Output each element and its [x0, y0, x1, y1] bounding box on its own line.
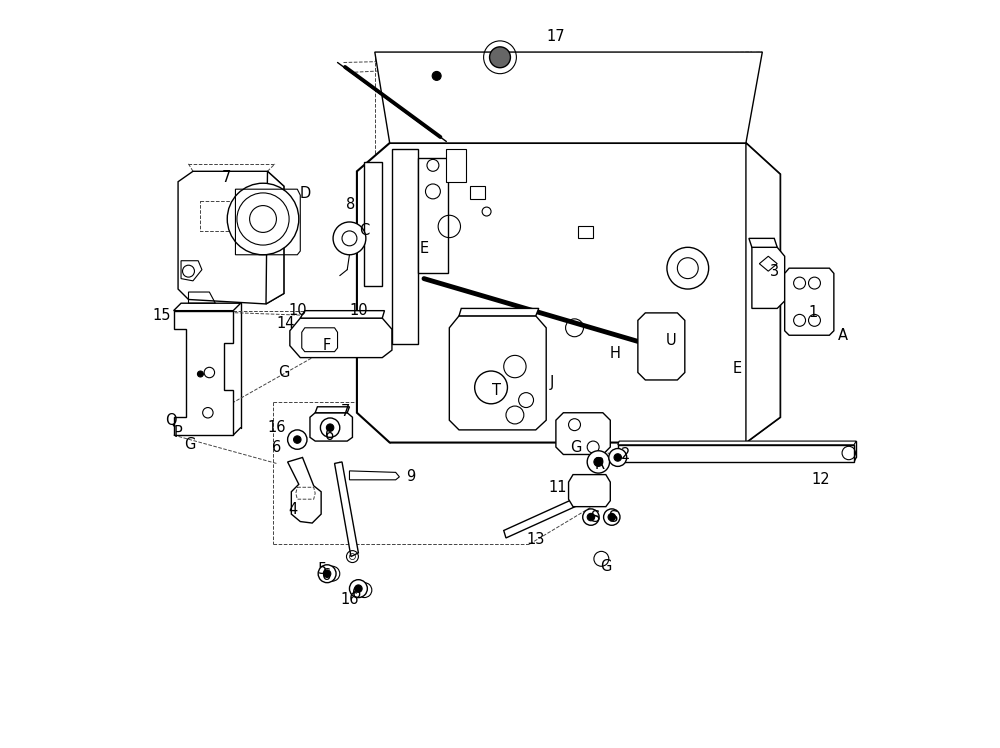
Circle shape: [614, 454, 621, 462]
Circle shape: [318, 565, 336, 583]
Text: G: G: [570, 440, 582, 455]
Polygon shape: [785, 269, 834, 335]
Text: 15: 15: [152, 308, 171, 323]
Text: G: G: [600, 559, 612, 574]
Polygon shape: [446, 149, 466, 182]
Text: 10: 10: [288, 303, 307, 318]
Text: 13: 13: [527, 532, 545, 547]
Text: 7: 7: [340, 404, 350, 419]
Polygon shape: [569, 474, 610, 506]
Polygon shape: [178, 171, 284, 304]
Text: 14: 14: [276, 316, 295, 331]
Text: 16: 16: [340, 592, 359, 607]
Polygon shape: [392, 149, 418, 344]
Text: U: U: [666, 333, 677, 348]
Text: 1: 1: [808, 305, 818, 320]
Polygon shape: [315, 407, 349, 413]
Polygon shape: [418, 158, 448, 274]
Circle shape: [608, 513, 616, 521]
Circle shape: [432, 72, 441, 80]
Circle shape: [288, 430, 307, 450]
Circle shape: [587, 513, 595, 521]
Polygon shape: [749, 239, 777, 248]
Polygon shape: [174, 303, 241, 310]
Circle shape: [490, 47, 510, 68]
Polygon shape: [752, 248, 785, 308]
Circle shape: [323, 570, 331, 577]
Polygon shape: [300, 310, 384, 318]
Text: Q: Q: [165, 413, 176, 428]
Circle shape: [594, 458, 603, 467]
Polygon shape: [290, 318, 392, 358]
Text: F: F: [323, 338, 331, 353]
Text: 17: 17: [547, 29, 565, 44]
Polygon shape: [364, 162, 382, 286]
Text: 6: 6: [322, 568, 332, 583]
Circle shape: [355, 585, 362, 592]
Circle shape: [333, 222, 366, 255]
Text: R: R: [595, 458, 605, 473]
Polygon shape: [618, 445, 854, 462]
Polygon shape: [174, 310, 233, 435]
Text: E: E: [419, 242, 429, 257]
Polygon shape: [504, 484, 608, 538]
Text: 6: 6: [272, 440, 281, 455]
Text: 6: 6: [325, 428, 335, 443]
Text: D: D: [299, 186, 310, 201]
Text: 9: 9: [406, 469, 415, 485]
Circle shape: [326, 424, 334, 432]
Text: H: H: [610, 346, 621, 361]
Text: S: S: [609, 509, 618, 524]
Circle shape: [349, 580, 367, 598]
Circle shape: [583, 509, 599, 525]
Circle shape: [197, 371, 203, 377]
Text: J: J: [550, 375, 554, 390]
Polygon shape: [266, 171, 284, 304]
Circle shape: [587, 451, 610, 473]
Text: E: E: [732, 361, 742, 375]
Text: 8: 8: [346, 197, 356, 212]
Polygon shape: [638, 313, 685, 380]
Polygon shape: [618, 441, 856, 445]
Polygon shape: [335, 462, 358, 557]
Text: T: T: [492, 383, 501, 398]
Text: 11: 11: [549, 479, 567, 494]
Circle shape: [604, 509, 620, 525]
Text: 12: 12: [811, 472, 830, 487]
Polygon shape: [449, 316, 546, 430]
Circle shape: [294, 436, 301, 444]
Text: 16: 16: [267, 420, 286, 435]
Polygon shape: [746, 143, 780, 443]
Text: P: P: [174, 425, 182, 440]
Polygon shape: [556, 413, 610, 455]
Polygon shape: [349, 471, 399, 479]
Text: 2: 2: [621, 447, 630, 462]
Text: 6: 6: [352, 586, 362, 601]
Text: 3: 3: [770, 263, 779, 279]
Text: 4: 4: [288, 502, 297, 517]
Text: 5: 5: [318, 562, 327, 577]
Circle shape: [320, 418, 340, 438]
Polygon shape: [288, 458, 321, 523]
Polygon shape: [375, 52, 762, 143]
Text: C: C: [359, 224, 369, 239]
Text: 7: 7: [222, 170, 231, 185]
Polygon shape: [310, 413, 352, 441]
Text: S: S: [591, 509, 600, 524]
Circle shape: [609, 449, 627, 467]
Text: 10: 10: [349, 303, 368, 318]
Text: A: A: [838, 328, 848, 343]
Polygon shape: [357, 143, 780, 443]
Circle shape: [227, 183, 299, 255]
Text: G: G: [184, 438, 196, 453]
Text: G: G: [278, 365, 290, 380]
Polygon shape: [459, 308, 539, 316]
